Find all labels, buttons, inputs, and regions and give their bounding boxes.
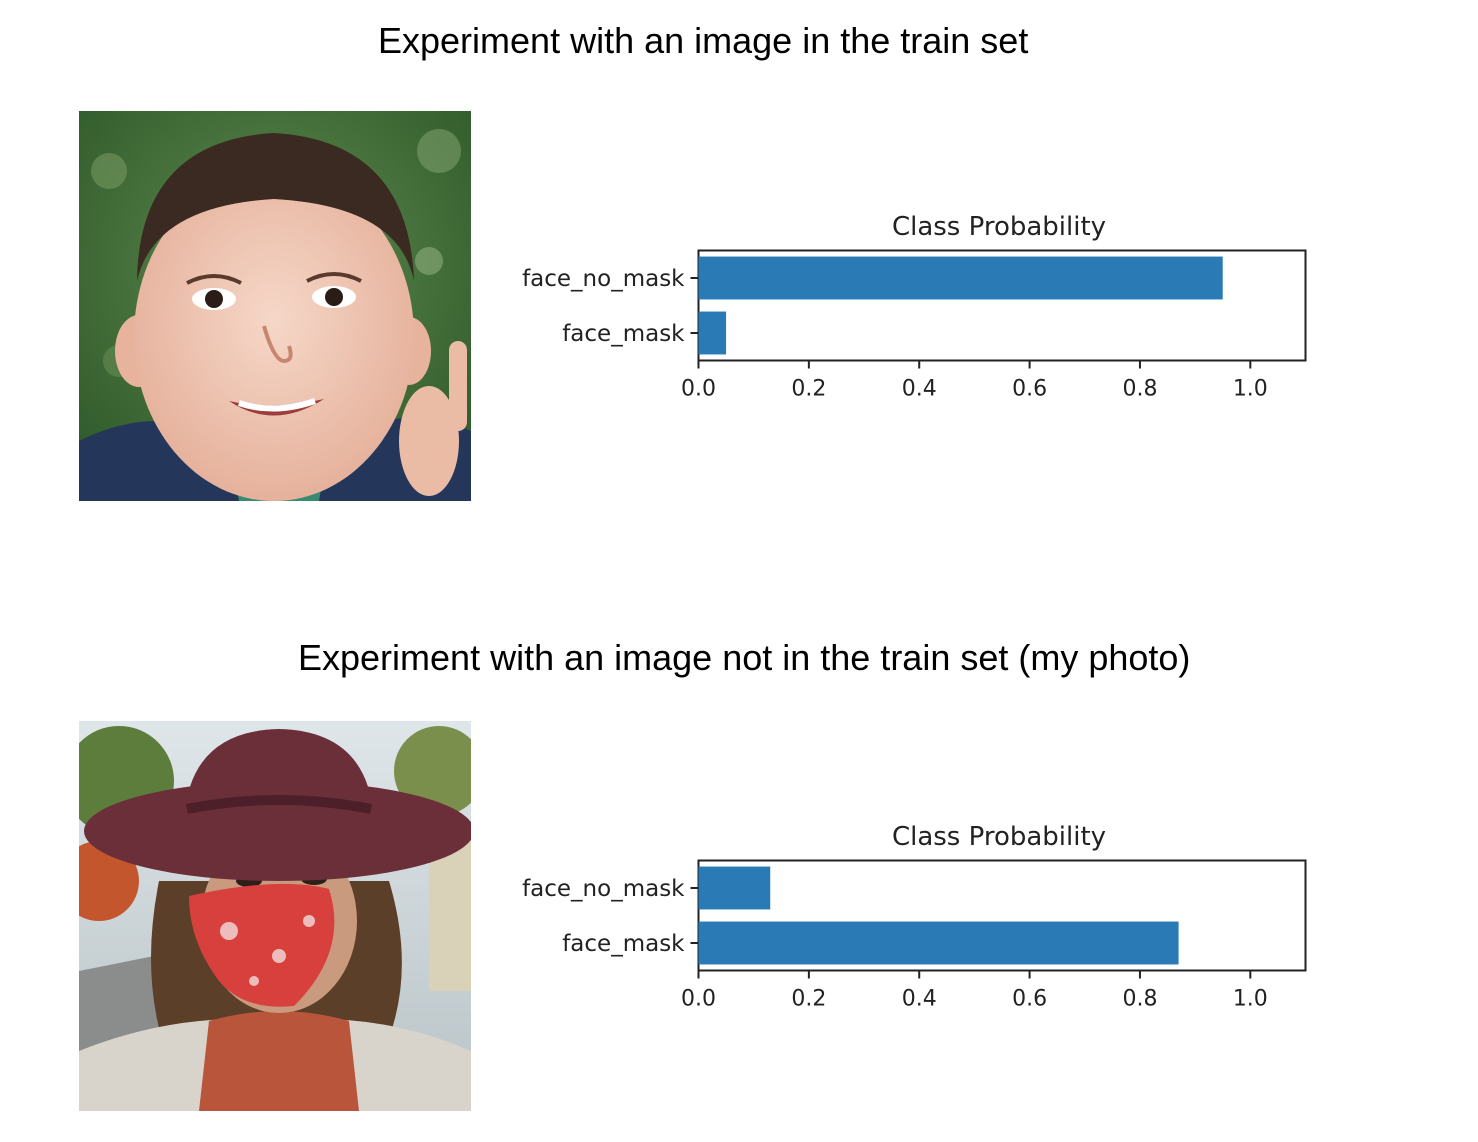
x-tick-label: 0.0 <box>681 377 716 402</box>
class-probability-chart-2: Class Probability face_no_maskface_mask … <box>522 822 1307 1012</box>
x-tick-label: 1.0 <box>1233 987 1268 1012</box>
x-tick-label: 0.6 <box>1012 377 1047 402</box>
x-tick-label: 0.4 <box>902 987 937 1012</box>
x-tick-label: 0.2 <box>791 377 826 402</box>
plot-area <box>697 249 1307 362</box>
x-tick-label: 0.6 <box>1012 987 1047 1012</box>
x-tick-label: 1.0 <box>1233 377 1268 402</box>
boy-portrait-icon <box>79 111 471 501</box>
y-tick-label: face_no_mask <box>522 266 685 292</box>
heading-train-set: Experiment with an image in the train se… <box>378 20 1029 61</box>
y-tick-label: face_mask <box>562 931 685 957</box>
x-tick-label: 0.8 <box>1122 377 1157 402</box>
x-tick-label: 0.2 <box>791 987 826 1012</box>
chart-title: Class Probability <box>892 212 1106 242</box>
boy-portrait-photo <box>79 111 471 501</box>
woman-in-mask-photo <box>79 721 471 1111</box>
bar-face-mask <box>698 921 1179 965</box>
x-tick-label: 0.4 <box>902 377 937 402</box>
plot-area <box>697 859 1307 972</box>
bar-face-mask <box>698 311 727 355</box>
y-tick-label: face_mask <box>562 321 685 347</box>
heading-not-train-set: Experiment with an image not in the trai… <box>298 637 1191 678</box>
bar-face-no-mask <box>698 256 1223 300</box>
y-tick-label: face_no_mask <box>522 876 685 902</box>
x-tick-label: 0.0 <box>681 987 716 1012</box>
x-tick-label: 0.8 <box>1122 987 1157 1012</box>
woman-in-mask-and-hat-icon <box>79 721 471 1111</box>
class-probability-chart-1: Class Probability face_no_maskface_mask … <box>522 212 1307 402</box>
bar-face-no-mask <box>698 866 771 910</box>
chart-title: Class Probability <box>892 822 1106 852</box>
